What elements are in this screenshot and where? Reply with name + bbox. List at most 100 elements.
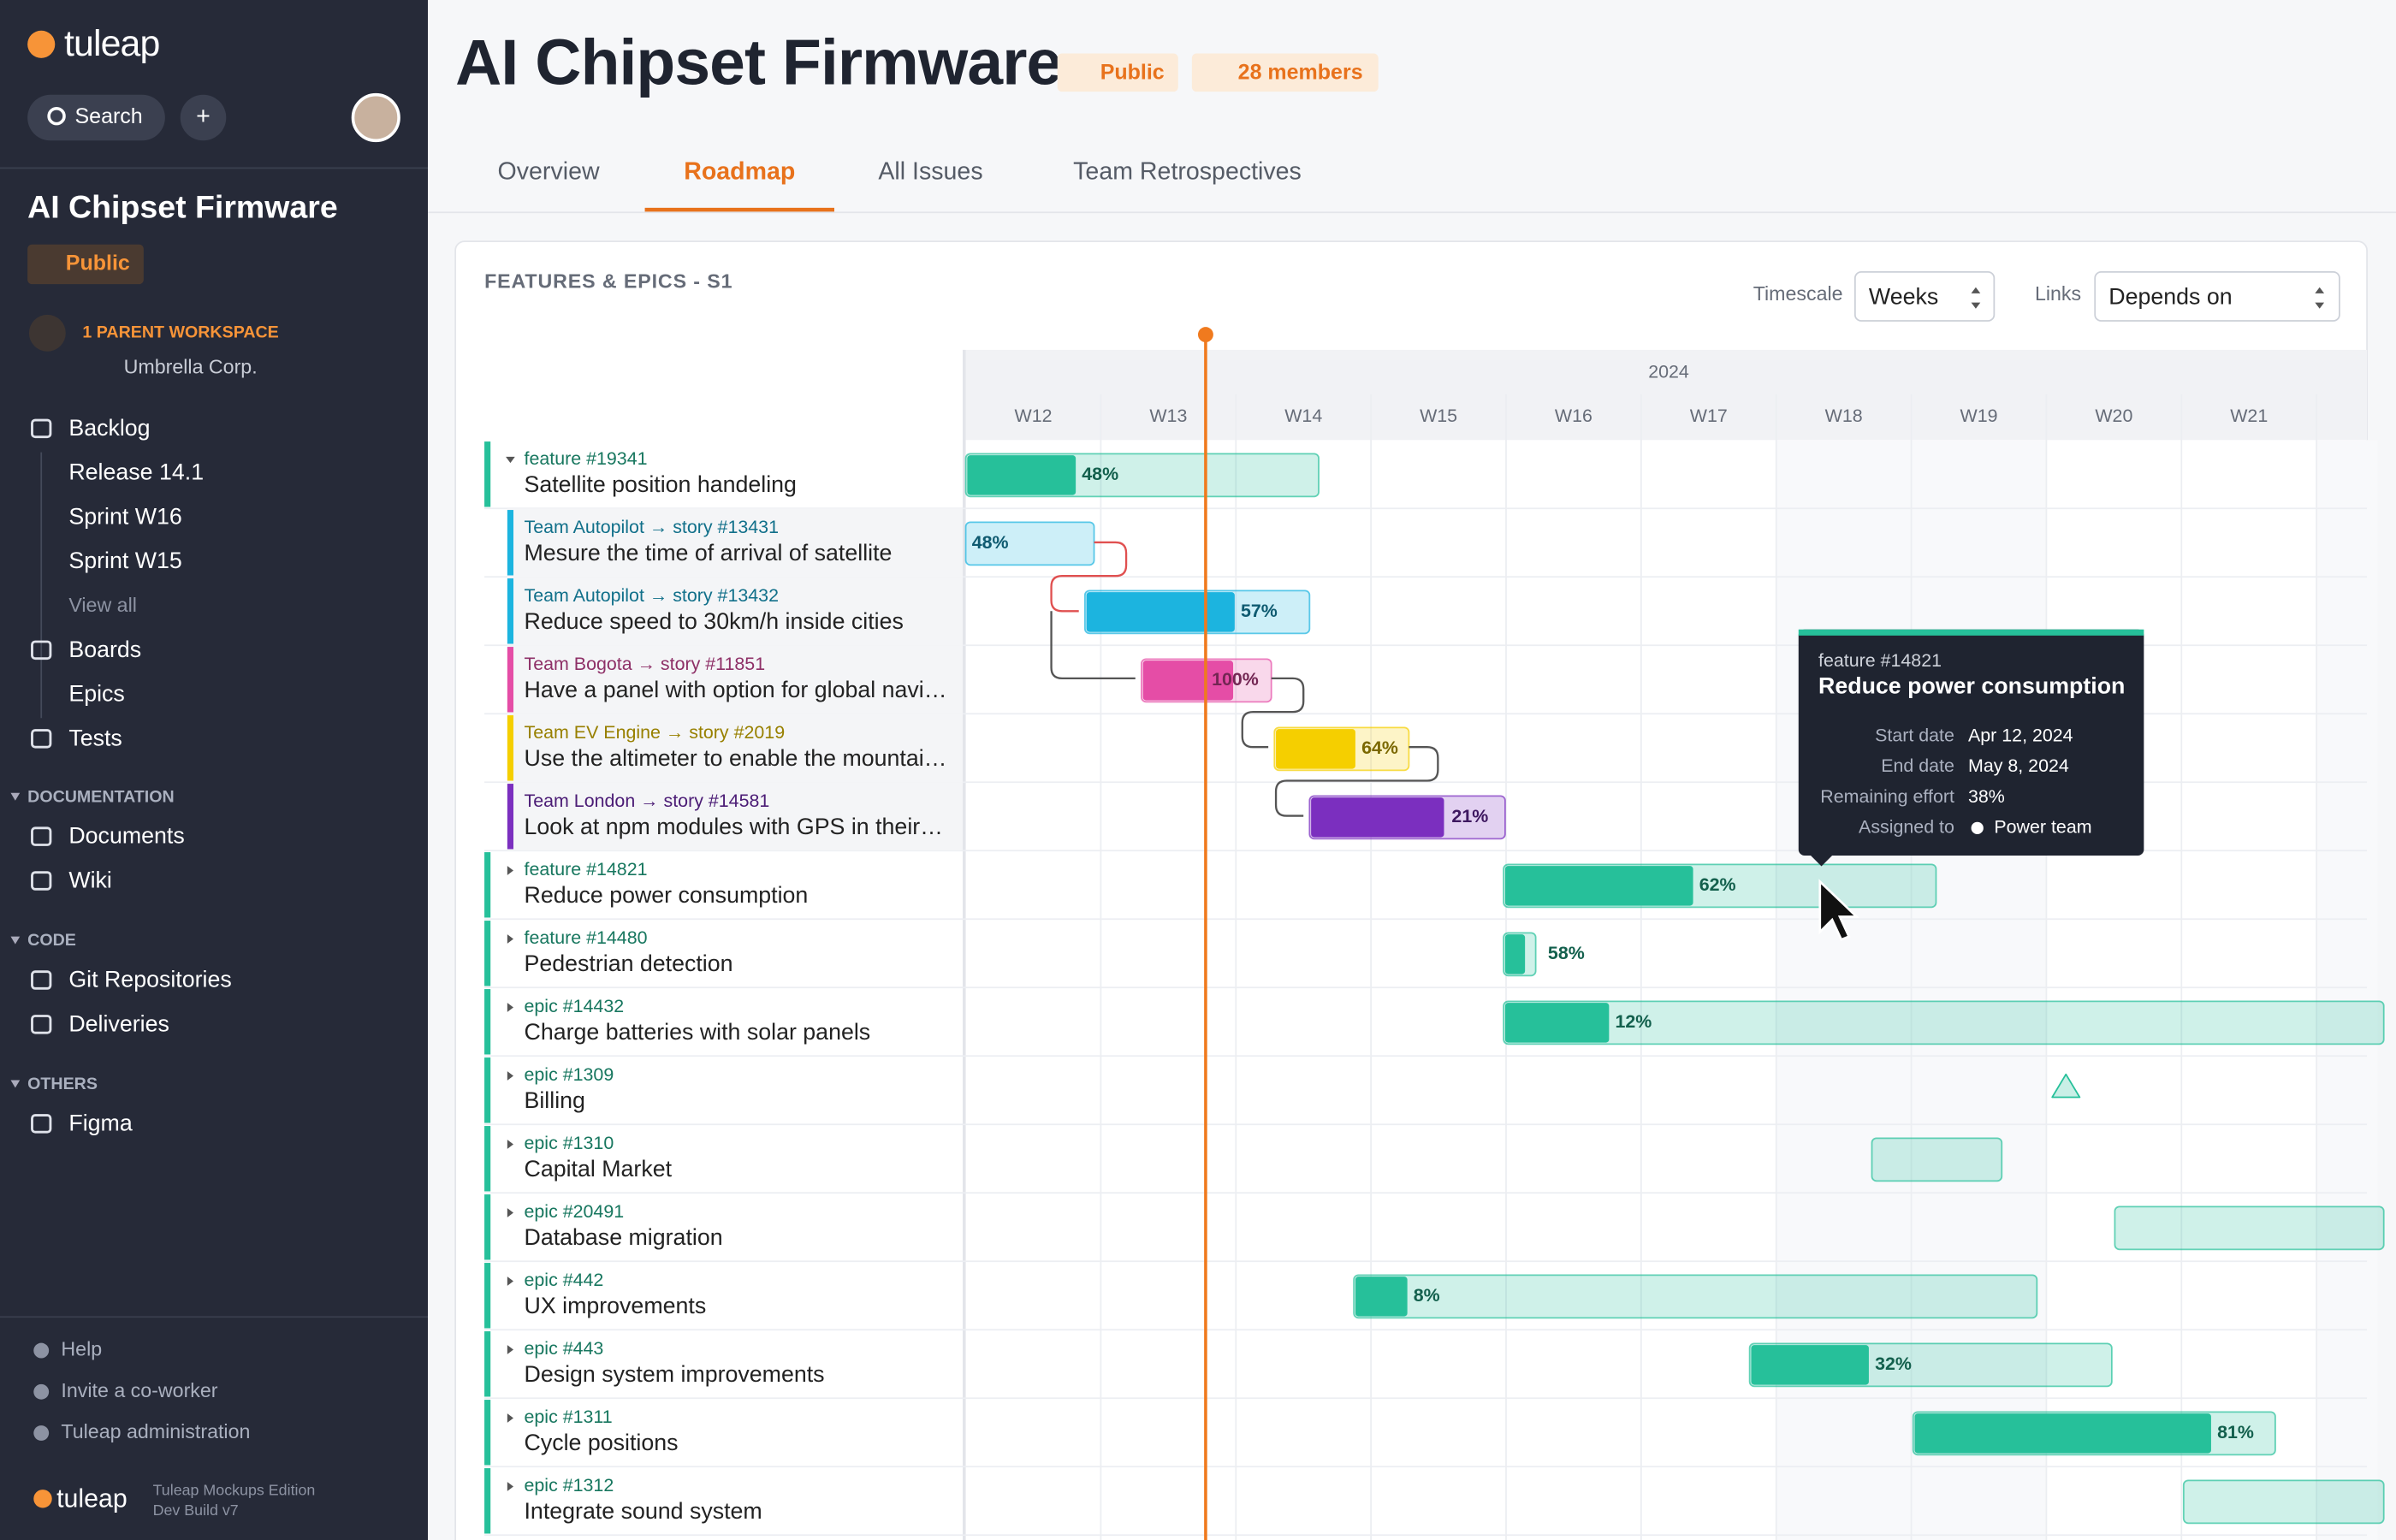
nav-subitem[interactable]: Epics (68, 681, 124, 707)
section-title: OTHERS (27, 1075, 98, 1093)
row-caret[interactable] (507, 866, 513, 875)
task-bar[interactable] (1353, 1274, 2038, 1319)
nav-item[interactable]: Wiki (68, 867, 112, 892)
row-caret[interactable] (507, 1208, 513, 1217)
row-ref[interactable]: epic #1310 (525, 1133, 614, 1153)
row-title[interactable]: Pedestrian detection (525, 951, 733, 976)
tab[interactable]: All Issues (878, 157, 982, 185)
row-ref[interactable]: epic #1311 (525, 1407, 613, 1427)
row-caret[interactable] (507, 1071, 513, 1081)
nav-item[interactable]: Figma (68, 1110, 132, 1135)
task-bar[interactable] (2182, 1479, 2385, 1525)
row-ref[interactable]: Team EV Engine → story #2019 (525, 722, 786, 743)
nav-item[interactable]: Git Repositories (68, 967, 231, 992)
project-title: AI Chipset Firmware (27, 189, 338, 225)
nav-item[interactable]: Documents (68, 823, 184, 849)
search-label[interactable]: Search (75, 104, 143, 128)
row-title[interactable]: Have a panel with option for global navi… (525, 677, 947, 702)
row-caret[interactable] (507, 1482, 513, 1491)
milestone[interactable] (2051, 1073, 2081, 1099)
row-title[interactable]: Satellite position handeling (525, 471, 797, 497)
select-value[interactable]: Weeks (1869, 283, 1938, 309)
row-caret[interactable] (507, 1140, 513, 1149)
nav-subitem[interactable]: View all (68, 594, 137, 616)
row-title[interactable]: Use the altimeter to enable the mountai… (525, 745, 947, 771)
avatar[interactable] (351, 92, 400, 143)
nav-item[interactable]: Boards (68, 637, 141, 662)
build: Dev Build v7 (153, 1502, 239, 1519)
row-caret[interactable] (507, 1276, 513, 1286)
row-ref[interactable]: Team Autopilot → story #13431 (525, 517, 779, 537)
row-ref[interactable]: feature #19341 (525, 448, 648, 469)
nav-subitem[interactable]: Release 14.1 (68, 459, 204, 485)
row-ref[interactable]: Team London → story #14581 (525, 791, 770, 811)
row-title[interactable]: Mesure the time of arrival of satellite (525, 540, 893, 566)
row-marker (484, 852, 491, 918)
footer-link[interactable]: Invite a co-worker (61, 1379, 217, 1401)
task-bar[interactable] (1871, 1137, 2003, 1182)
row-ref[interactable]: Team Autopilot → story #13432 (525, 585, 779, 606)
tab[interactable]: Team Retrospectives (1073, 157, 1302, 185)
row-title[interactable]: UX improvements (525, 1293, 707, 1318)
row-ref[interactable]: feature #14480 (525, 927, 648, 948)
row-title[interactable]: Cycle positions (525, 1430, 679, 1455)
progress-label: 57% (1241, 601, 1278, 621)
members-badge: 28 members (1238, 60, 1363, 84)
progress-label: 12% (1616, 1011, 1652, 1032)
row-caret[interactable] (507, 1413, 513, 1423)
progress-fill (1276, 729, 1355, 769)
logo: tuleap (64, 23, 159, 64)
nav-subitem[interactable]: Sprint W16 (68, 503, 181, 529)
row-ref[interactable]: Team Bogota → story #11851 (525, 654, 766, 674)
row-marker (484, 1331, 491, 1397)
task-bar[interactable] (1503, 1000, 2385, 1045)
row-title[interactable]: Charge batteries with solar panels (525, 1019, 871, 1045)
row-title[interactable]: Billing (525, 1087, 585, 1113)
search-button[interactable] (27, 94, 165, 141)
row-title[interactable]: Reduce speed to 30km/h inside cities (525, 608, 904, 634)
row-caret[interactable] (506, 456, 515, 464)
row-ref[interactable]: epic #1312 (525, 1475, 614, 1496)
visibility-badge (27, 244, 144, 285)
tooltip-field-value: May 8, 2024 (1968, 755, 2069, 776)
row-title[interactable]: Integrate sound system (525, 1498, 762, 1524)
add-button[interactable] (180, 94, 227, 141)
nav-item[interactable]: Backlog (68, 415, 150, 441)
row-marker (507, 715, 513, 781)
row-title[interactable]: Look at npm modules with GPS in their… (525, 814, 943, 839)
nav-subitem[interactable]: Sprint W15 (68, 548, 181, 573)
row-ref[interactable]: epic #14432 (525, 996, 625, 1016)
row-ref[interactable]: feature #14821 (525, 859, 648, 880)
footer-link[interactable]: Help (61, 1338, 102, 1360)
week-label: W14 (1284, 406, 1322, 426)
select-value[interactable]: Depends on (2108, 283, 2232, 309)
row-title[interactable]: Capital Market (525, 1156, 673, 1182)
row-title[interactable]: Design system improvements (525, 1361, 825, 1387)
row-ref[interactable]: epic #442 (525, 1270, 604, 1290)
row-ref[interactable]: epic #20491 (525, 1201, 625, 1222)
footer-link[interactable]: Tuleap administration (61, 1420, 250, 1442)
timeline-header (965, 349, 2368, 441)
row-title[interactable]: Reduce power consumption (525, 882, 809, 908)
select-arrows (1971, 287, 1981, 309)
row-marker (507, 510, 513, 576)
task-bar[interactable] (964, 521, 1095, 566)
nav-item[interactable]: Tests (68, 725, 122, 750)
row-title[interactable]: Database migration (525, 1224, 723, 1250)
row-caret[interactable] (507, 934, 513, 944)
tab[interactable]: Overview (498, 157, 600, 185)
task-bar[interactable] (2114, 1205, 2385, 1251)
select[interactable] (2094, 270, 2340, 322)
row-ref[interactable]: epic #443 (525, 1338, 604, 1359)
week-label: W12 (1014, 406, 1052, 426)
select[interactable] (1853, 270, 1996, 322)
row-marker (484, 1400, 491, 1466)
dependency (1241, 677, 1305, 749)
tab[interactable]: Roadmap (684, 157, 795, 185)
row-caret[interactable] (507, 1003, 513, 1012)
nav-item[interactable]: Deliveries (68, 1010, 169, 1036)
week-label: W21 (2230, 406, 2268, 426)
row-caret[interactable] (507, 1345, 513, 1354)
row-ref[interactable]: epic #1309 (525, 1064, 614, 1085)
